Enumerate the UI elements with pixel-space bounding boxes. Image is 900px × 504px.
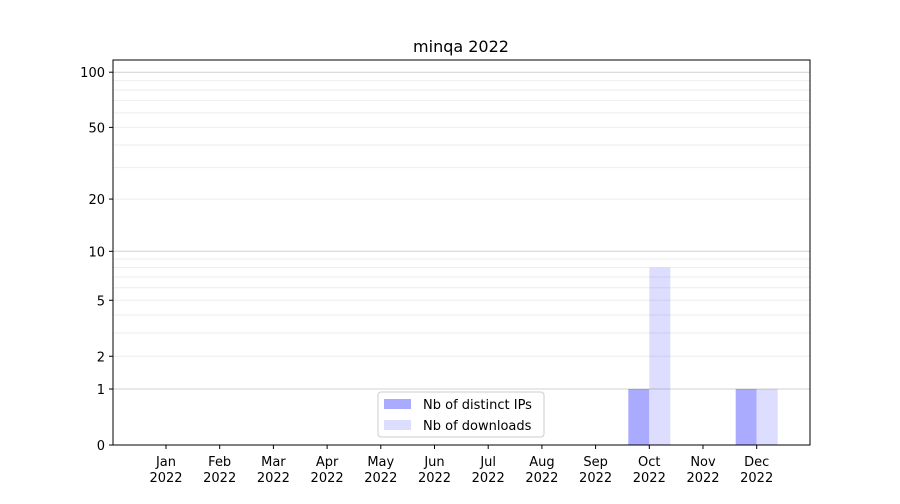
legend: Nb of distinct IPs Nb of downloads (377, 391, 545, 438)
x-tick-label: Nov 2022 (686, 455, 719, 486)
legend-box (377, 391, 545, 438)
bar-downloads (649, 267, 671, 445)
axes-frame (112, 59, 811, 446)
legend-swatch (384, 399, 411, 409)
bar-distinct-ips (735, 389, 757, 445)
x-tick-label: Feb 2022 (203, 455, 236, 486)
bar-downloads (756, 389, 778, 445)
x-tick-label: Aug 2022 (525, 455, 558, 486)
x-tick-label: Jun 2022 (418, 455, 451, 486)
y-tick-label: 1 (97, 383, 105, 398)
x-tick-label: Jan 2022 (149, 455, 182, 486)
x-tick-label: Dec 2022 (740, 455, 773, 486)
y-tick-label: 5 (97, 294, 105, 309)
legend-swatch (384, 420, 411, 430)
bar-distinct-ips (628, 389, 650, 445)
x-tick-label: Sep 2022 (579, 455, 612, 486)
x-tick-label: Apr 2022 (311, 455, 344, 486)
x-tick-label: Oct 2022 (633, 455, 666, 486)
y-tick-label: 2 (97, 350, 105, 365)
x-tick-label: Mar 2022 (257, 455, 290, 486)
y-tick-label: 0 (97, 439, 105, 454)
y-tick-label: 50 (88, 121, 105, 136)
x-tick-label: May 2022 (364, 455, 397, 486)
legend-label: Nb of downloads (423, 419, 532, 434)
y-tick-label: 20 (88, 193, 105, 208)
legend-label: Nb of distinct IPs (423, 398, 532, 413)
chart-title: minqa 2022 (413, 37, 509, 56)
y-tick-label: 10 (88, 245, 105, 260)
x-tick-label: Jul 2022 (472, 455, 505, 486)
y-tick-label: 100 (80, 66, 105, 81)
